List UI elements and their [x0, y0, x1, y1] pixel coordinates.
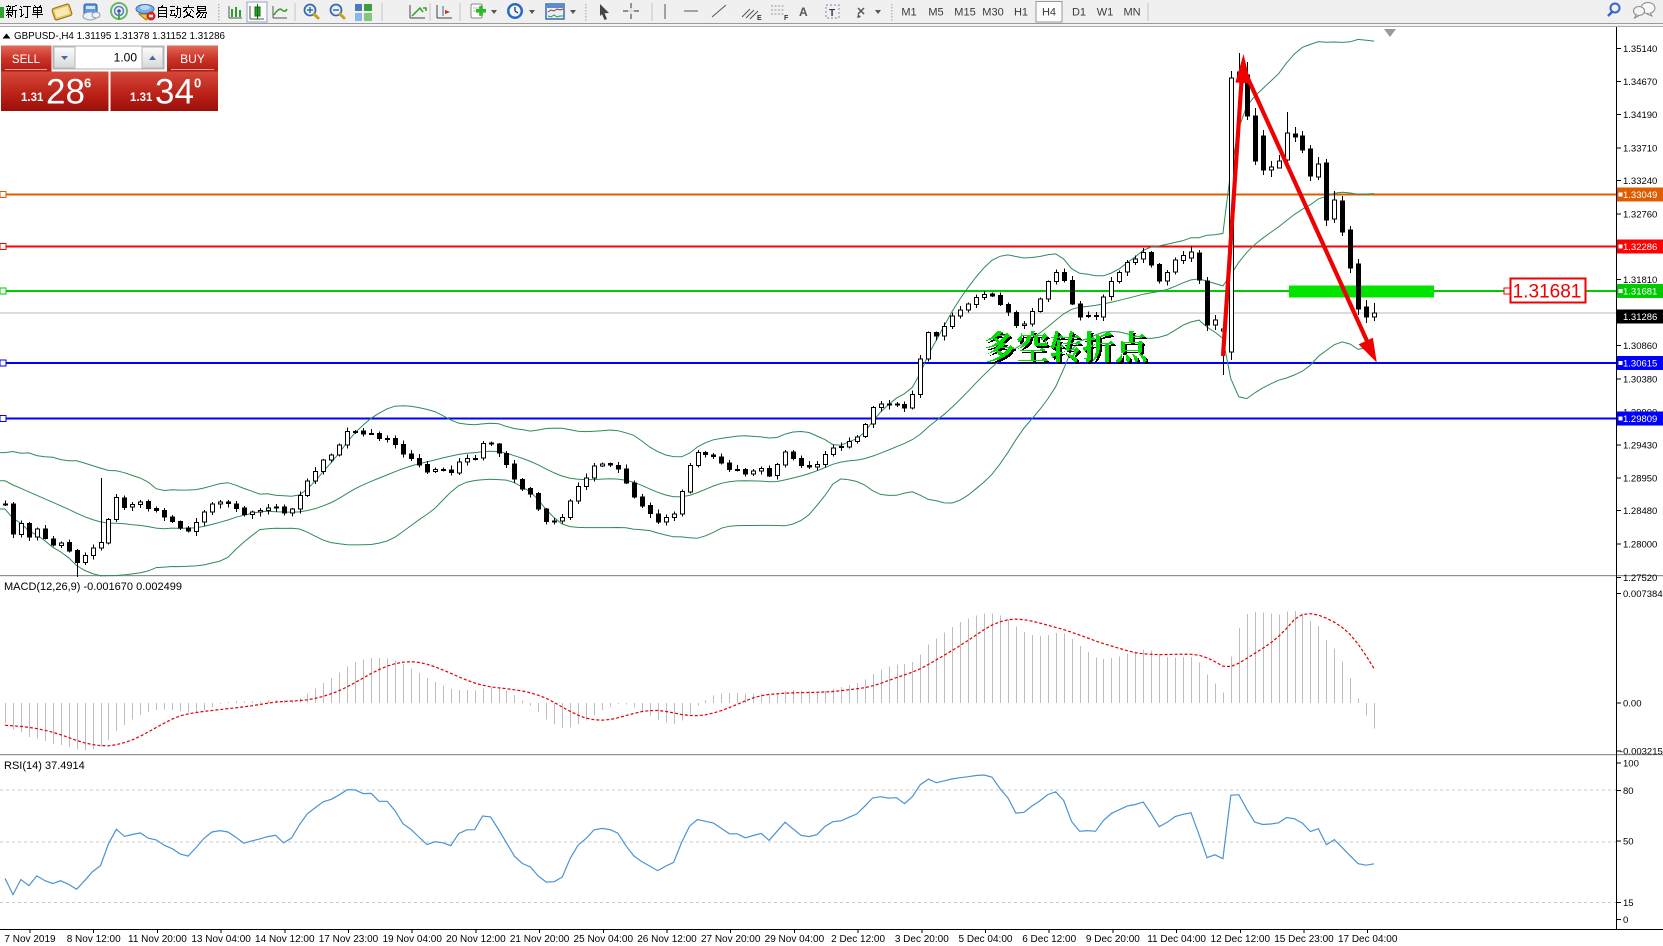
svg-text:20 Nov 12:00: 20 Nov 12:00 — [446, 934, 506, 945]
svg-text:MACD(12,26,9) -0.001670 0.0024: MACD(12,26,9) -0.001670 0.002499 — [4, 581, 182, 593]
svg-text:9 Dec 20:00: 9 Dec 20:00 — [1086, 934, 1140, 945]
svg-text:8 Nov 12:00: 8 Nov 12:00 — [67, 934, 121, 945]
svg-text:1.31: 1.31 — [130, 92, 153, 104]
svg-text:1.27520: 1.27520 — [1623, 573, 1657, 584]
svg-text:27 Nov 20:00: 27 Nov 20:00 — [701, 934, 761, 945]
svg-text:1.31286: 1.31286 — [1623, 312, 1657, 323]
svg-text:1.33240: 1.33240 — [1623, 176, 1657, 187]
svg-text:MN: MN — [1123, 7, 1140, 19]
svg-text:19 Nov 04:00: 19 Nov 04:00 — [382, 934, 442, 945]
svg-text:W1: W1 — [1097, 7, 1114, 19]
svg-text:1.00: 1.00 — [114, 51, 138, 65]
svg-text:1.31810: 1.31810 — [1623, 275, 1657, 286]
svg-text:0: 0 — [194, 76, 201, 91]
svg-text:26 Nov 12:00: 26 Nov 12:00 — [637, 934, 697, 945]
svg-text:1.28480: 1.28480 — [1623, 506, 1657, 517]
svg-text:BUY: BUY — [180, 52, 205, 66]
svg-text:1.31: 1.31 — [21, 92, 44, 104]
svg-text:17 Nov 23:00: 17 Nov 23:00 — [319, 934, 379, 945]
svg-text:7 Nov 2019: 7 Nov 2019 — [4, 934, 56, 945]
svg-text:1.34190: 1.34190 — [1623, 110, 1657, 121]
svg-text:RSI(14) 37.4914: RSI(14) 37.4914 — [4, 760, 85, 772]
svg-text:1.35140: 1.35140 — [1623, 44, 1657, 55]
svg-text:1.28000: 1.28000 — [1623, 540, 1657, 551]
svg-text:1.32286: 1.32286 — [1623, 242, 1657, 253]
svg-text:T: T — [829, 8, 835, 19]
svg-text:0.007384: 0.007384 — [1623, 589, 1663, 600]
svg-text:13 Nov 04:00: 13 Nov 04:00 — [191, 934, 251, 945]
svg-text:E: E — [757, 15, 762, 22]
svg-text:17 Dec 04:00: 17 Dec 04:00 — [1338, 934, 1398, 945]
svg-text:14 Nov 12:00: 14 Nov 12:00 — [255, 934, 315, 945]
svg-text:H4: H4 — [1042, 7, 1056, 19]
svg-text:1.30860: 1.30860 — [1623, 341, 1657, 352]
svg-text:25 Nov 04:00: 25 Nov 04:00 — [574, 934, 634, 945]
svg-text:1.29809: 1.29809 — [1623, 414, 1657, 425]
svg-text:1.34670: 1.34670 — [1623, 77, 1657, 88]
svg-text:1.33049: 1.33049 — [1623, 190, 1657, 201]
svg-text:1.33710: 1.33710 — [1623, 143, 1657, 154]
svg-text:D1: D1 — [1072, 7, 1086, 19]
svg-text:3 Dec 20:00: 3 Dec 20:00 — [895, 934, 949, 945]
svg-text:6 Dec 12:00: 6 Dec 12:00 — [1022, 934, 1076, 945]
svg-text:34: 34 — [155, 73, 194, 112]
svg-text:0: 0 — [1623, 915, 1628, 926]
svg-text:M5: M5 — [928, 7, 943, 19]
svg-text:29 Nov 04:00: 29 Nov 04:00 — [765, 934, 825, 945]
svg-text:12 Dec 12:00: 12 Dec 12:00 — [1211, 934, 1271, 945]
svg-text:5 Dec 04:00: 5 Dec 04:00 — [959, 934, 1013, 945]
svg-text:15: 15 — [1623, 898, 1634, 909]
svg-text:80: 80 — [1623, 786, 1634, 797]
svg-text:1.30380: 1.30380 — [1623, 374, 1657, 385]
svg-text:1.29430: 1.29430 — [1623, 440, 1657, 451]
svg-text:-0.003215: -0.003215 — [1620, 746, 1663, 757]
svg-text:1.31681: 1.31681 — [1623, 287, 1657, 298]
svg-text:1.32760: 1.32760 — [1623, 209, 1657, 220]
svg-text:2 Dec 12:00: 2 Dec 12:00 — [831, 934, 885, 945]
svg-text:M30: M30 — [982, 7, 1003, 19]
svg-text:100: 100 — [1623, 758, 1639, 769]
svg-text:A: A — [799, 5, 808, 19]
svg-text:11 Dec 04:00: 11 Dec 04:00 — [1147, 934, 1206, 945]
svg-text:SELL: SELL — [12, 54, 41, 66]
svg-text:28: 28 — [46, 73, 85, 112]
svg-text:50: 50 — [1623, 837, 1634, 848]
svg-text:6: 6 — [84, 76, 91, 91]
svg-text:21 Nov 20:00: 21 Nov 20:00 — [510, 934, 570, 945]
svg-text:M1: M1 — [901, 7, 916, 19]
svg-text:M15: M15 — [954, 7, 975, 19]
svg-text:11 Nov 20:00: 11 Nov 20:00 — [128, 934, 187, 945]
svg-text:1.30615: 1.30615 — [1623, 359, 1657, 370]
svg-text:GBPUSD-,H4 1.31195 1.31378 1.: GBPUSD-,H4 1.31195 1.31378 1.31152 1.312… — [14, 31, 226, 42]
svg-text:F: F — [784, 15, 789, 22]
svg-text:15 Dec 23:00: 15 Dec 23:00 — [1274, 934, 1334, 945]
svg-text:0.00: 0.00 — [1623, 699, 1642, 710]
svg-text:1.28950: 1.28950 — [1623, 474, 1657, 485]
svg-text:H1: H1 — [1014, 7, 1028, 19]
svg-text:1.31681: 1.31681 — [1513, 282, 1582, 303]
